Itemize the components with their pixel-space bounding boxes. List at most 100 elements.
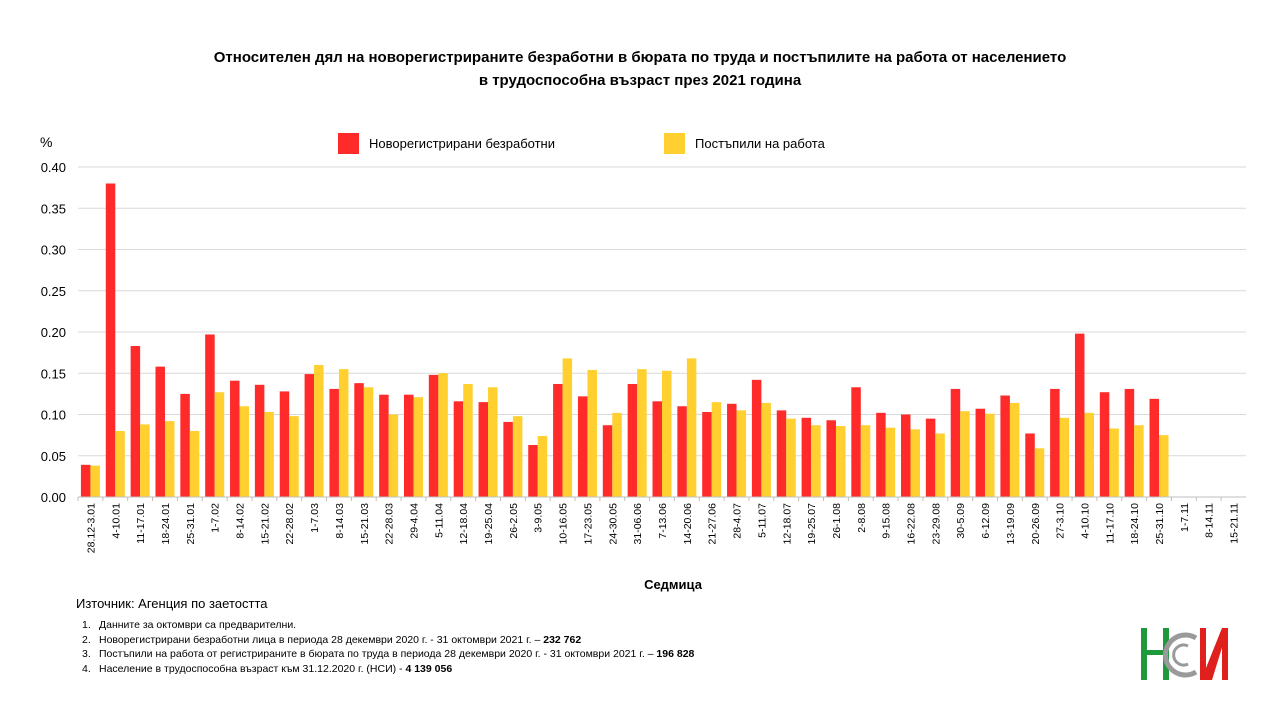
bar-series2 [637,369,647,498]
x-tick-label: 12-18.07 [781,503,793,545]
y-tick-label: 0.05 [41,449,66,464]
chart-title-line2: в трудоспособна възраст през 2021 година [478,72,802,89]
bar-series2 [338,369,349,498]
bar-series1 [751,379,762,497]
x-tick-label: 18-24.01 [160,503,172,545]
x-tick-label: 1-7.03 [309,503,321,533]
x-tick-label: 9-15.08 [881,503,893,539]
bar-series2 [438,373,448,497]
y-tick-label: 0.40 [41,160,66,175]
y-tick-label: 0.35 [41,201,66,216]
legend-label-series2: Постъпили на работа [695,136,826,151]
footnote: 2. Новорегистрирани безработни лица в пер… [82,633,582,646]
bar-series1 [851,387,861,497]
bar-series1 [702,412,712,497]
y-tick-label: 0.25 [41,284,66,299]
bar-series1 [602,425,613,497]
bar-series1 [478,402,489,498]
bar-series1 [826,420,836,497]
bar-series2 [1034,448,1045,497]
bar-series2 [885,427,896,497]
bar-series1 [403,394,414,497]
x-tick-label: 2-8.08 [856,503,868,533]
bar-series2 [1159,435,1169,498]
x-tick-label: 25-31.10 [1154,503,1166,545]
bar-series2 [363,387,374,497]
y-axis-ticks: 0.00 0.05 0.10 0.15 0.20 0.25 0.30 0.35 0.40 [41,160,66,505]
x-tick-label: 28-4.07 [732,503,744,539]
bar-series2 [1084,412,1094,497]
x-tick-label: 17-23.05 [582,503,594,545]
x-tick-label: 3-9.05 [533,503,545,533]
bar-series1 [975,408,986,497]
bar-series2 [711,402,722,498]
legend-swatch-series1 [338,133,359,154]
x-tick-label: 19-25.04 [483,503,495,545]
bar-series2 [1059,417,1070,497]
bar-series1 [801,417,812,497]
bar-series2 [164,421,175,497]
x-tick-label: 31-06.06 [632,503,644,545]
x-tick-label: 4-10.01 [110,503,122,539]
bar-chart: 0.00 0.05 0.10 0.15 0.20 0.25 0.30 0.35 0.40 % 2… [40,133,1246,592]
x-tick-label: 5-11.04 [433,503,445,538]
bar-series1 [279,391,290,497]
bar-series1 [428,374,439,497]
bar-series2 [612,412,622,497]
chart-title: Относителен дял на новорегистрираните бе… [0,46,1280,92]
bar-series2 [935,433,945,497]
bar-series2 [413,397,423,497]
bar-series2 [512,416,523,497]
x-tick-label: 21-27.06 [707,503,719,545]
bar-series1 [254,384,265,497]
bar-series1 [80,464,91,497]
x-tick-label: 11-17.01 [135,503,147,544]
y-tick-label: 0.00 [41,490,66,505]
bar-series1 [776,410,787,498]
x-tick-label: 15-21.11 [1229,503,1241,544]
bar-series1 [950,388,961,497]
bar-series2 [239,406,250,497]
bar-series2 [736,410,747,498]
bar-series2 [686,358,697,497]
bar-series2 [835,426,846,497]
x-tick-label: 24-30.05 [607,503,619,545]
bar-series2 [289,416,299,497]
x-tick-label: 30-5.09 [955,503,967,539]
x-tick-label: 14-20.06 [682,503,694,545]
x-tick-label: 8-14.03 [334,503,346,539]
bar-series1 [925,418,936,498]
x-tick-label: 16-22.08 [906,503,918,545]
bar-series1 [577,396,588,497]
bar-series1 [1025,433,1035,497]
bar-series1 [553,383,563,497]
x-tick-label: 25-31.01 [185,503,197,545]
legend-label-series1: Новорегистрирани безработни [369,136,555,151]
x-tick-label: 15-21.02 [259,503,271,545]
bar-series1 [1149,398,1160,497]
legend-swatch-series2 [664,133,685,154]
y-axis-label: % [40,134,52,150]
bar-series1 [1124,388,1135,497]
bar-series1 [528,445,538,497]
bar-series1 [230,380,240,497]
bar-series1 [205,334,215,497]
bar-series2 [761,402,771,497]
bar-series2 [189,431,200,497]
bar-series2 [1109,428,1119,497]
bar-series2 [537,435,548,497]
y-tick-label: 0.30 [41,243,66,258]
bar-series1 [1000,395,1010,497]
x-tick-label: 5-11.07 [756,503,768,538]
x-tick-label: 13-19.09 [1005,503,1017,545]
bar-series2 [463,383,473,497]
bar-series1 [876,412,886,497]
footnotes: 1. Данните за октомври са предварителни. … [82,618,694,676]
bar-series1 [1050,388,1060,497]
x-tick-label: 10-16.05 [558,503,570,545]
footnote: 1. Данните за октомври са предварителни. [82,619,297,631]
x-tick-label: 19-25.07 [806,503,818,545]
y-tick-label: 0.20 [41,325,66,340]
x-tick-label: 29-4.04 [408,503,420,539]
bar-series2 [140,424,150,497]
